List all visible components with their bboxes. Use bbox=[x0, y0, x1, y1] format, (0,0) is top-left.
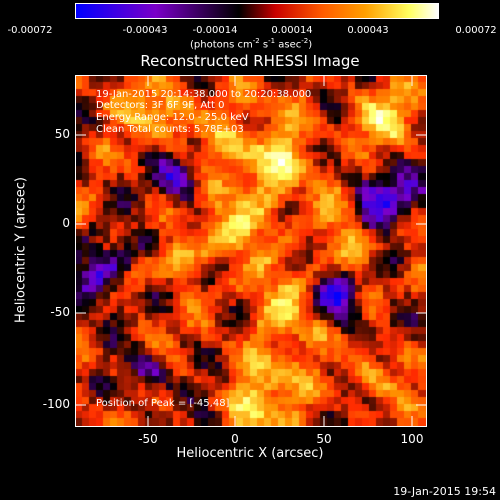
colorbar-tick: -0.00043 bbox=[122, 25, 168, 36]
footer-timestamp: 19-Jan-2015 19:54 bbox=[393, 485, 496, 498]
plot-title: Reconstructed RHESSI Image bbox=[140, 52, 360, 70]
colorbar-tick: 0.00014 bbox=[271, 25, 313, 36]
colorbar-tick: 0.00072 bbox=[455, 25, 497, 36]
info-peak-position: Position of Peak = [-45,48] bbox=[96, 398, 230, 409]
info-time-range: 19-Jan-2015 20:14:38.000 to 20:20:38.000 bbox=[96, 89, 312, 100]
y-tick-label: -100 bbox=[42, 397, 70, 411]
x-tick-label: 50 bbox=[316, 432, 332, 446]
colorbar-tick: -0.00014 bbox=[192, 25, 238, 36]
colorbar-units: (photons cm-2 s-1 asec-2) bbox=[190, 37, 313, 51]
plot-area bbox=[75, 75, 426, 426]
colorbar-tick: -0.00072 bbox=[7, 25, 53, 36]
x-axis-label: Heliocentric X (arcsec) bbox=[176, 446, 324, 461]
colorbar bbox=[75, 3, 439, 19]
y-tick-label: -50 bbox=[50, 305, 70, 319]
y-axis-label: Heliocentric Y (arcsec) bbox=[13, 177, 29, 323]
y-tick-label: 0 bbox=[62, 216, 70, 230]
x-tick-label: -50 bbox=[138, 432, 158, 446]
y-tick-label: 50 bbox=[54, 127, 70, 141]
info-detectors: Detectors: 3F 6F 9F, Att 0 bbox=[96, 100, 225, 111]
info-counts: Clean Total counts: 5.78E+03 bbox=[96, 124, 244, 135]
colorbar-tick: 0.00043 bbox=[347, 25, 389, 36]
x-tick-label: 100 bbox=[400, 432, 424, 446]
rhessi-image bbox=[75, 75, 426, 426]
x-tick-label: 0 bbox=[231, 432, 239, 446]
info-energy-range: Energy Range: 12.0 - 25.0 keV bbox=[96, 112, 249, 123]
